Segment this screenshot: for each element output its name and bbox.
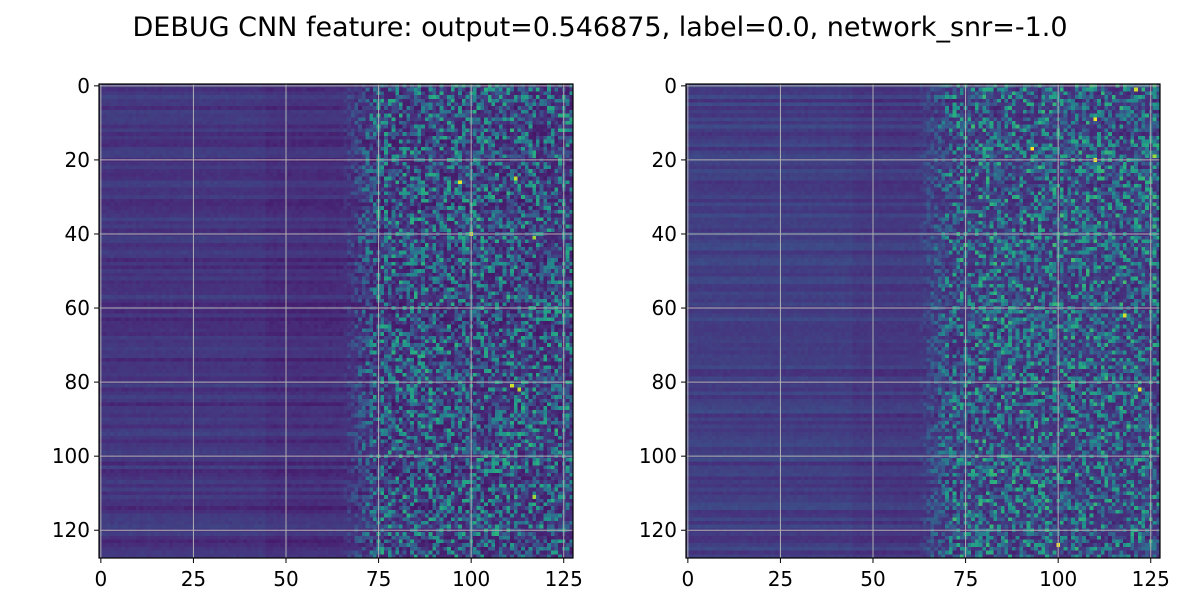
- y-tick-label-1: 20: [652, 148, 677, 172]
- x-tick-label-1: 25: [181, 567, 206, 591]
- grid-lines-2: [686, 84, 1160, 558]
- x-tick-label-3: 75: [953, 567, 978, 591]
- plot-frame-1: [98, 83, 574, 559]
- y-tick-label-5: 100: [52, 444, 90, 468]
- x-tick-label-2: 50: [273, 567, 298, 591]
- figure-title: DEBUG CNN feature: output=0.546875, labe…: [132, 12, 1067, 43]
- y-tick-label-6: 120: [639, 518, 677, 542]
- y-tick-label-2: 40: [65, 222, 90, 246]
- x-axis-ticks-2: 0 25 50 75 100 125: [681, 558, 1170, 591]
- x-tick-label-5: 125: [1132, 567, 1170, 591]
- x-tick-label-2: 50: [860, 567, 885, 591]
- y-tick-label-0: 0: [664, 74, 677, 98]
- x-tick-label-0: 0: [94, 567, 107, 591]
- x-tick-label-4: 100: [452, 567, 490, 591]
- y-tick-label-0: 0: [77, 74, 90, 98]
- y-tick-label-4: 80: [652, 370, 677, 394]
- y-tick-label-5: 100: [639, 444, 677, 468]
- heatmap-image-1: [99, 84, 573, 558]
- x-tick-label-1: 25: [768, 567, 793, 591]
- x-tick-label-5: 125: [545, 567, 583, 591]
- x-tick-label-3: 75: [366, 567, 391, 591]
- y-tick-label-6: 120: [52, 518, 90, 542]
- x-tick-label-4: 100: [1039, 567, 1077, 591]
- y-axis-ticks-2: 0 20 40 60 80 100 120: [639, 74, 686, 542]
- y-tick-label-2: 40: [652, 222, 677, 246]
- y-axis-ticks-1: 0 20 40 60 80 100 120: [52, 74, 99, 542]
- grid-lines-1: [99, 84, 573, 558]
- heatmap-panel-2: 0 25 50 75 100 125 0 20 40 60 80 100 120: [639, 74, 1170, 591]
- x-tick-label-0: 0: [681, 567, 694, 591]
- y-tick-label-3: 60: [652, 296, 677, 320]
- plot-frame-2: [685, 83, 1161, 559]
- y-tick-label-3: 60: [65, 296, 90, 320]
- x-axis-ticks-1: 0 25 50 75 100 125: [94, 558, 583, 591]
- y-tick-label-1: 20: [65, 148, 90, 172]
- y-tick-label-4: 80: [65, 370, 90, 394]
- heatmap-panel-1: 0 25 50 75 100 125 0 20 40 60 80 100 120: [52, 74, 583, 591]
- heatmap-image-2: [686, 84, 1160, 558]
